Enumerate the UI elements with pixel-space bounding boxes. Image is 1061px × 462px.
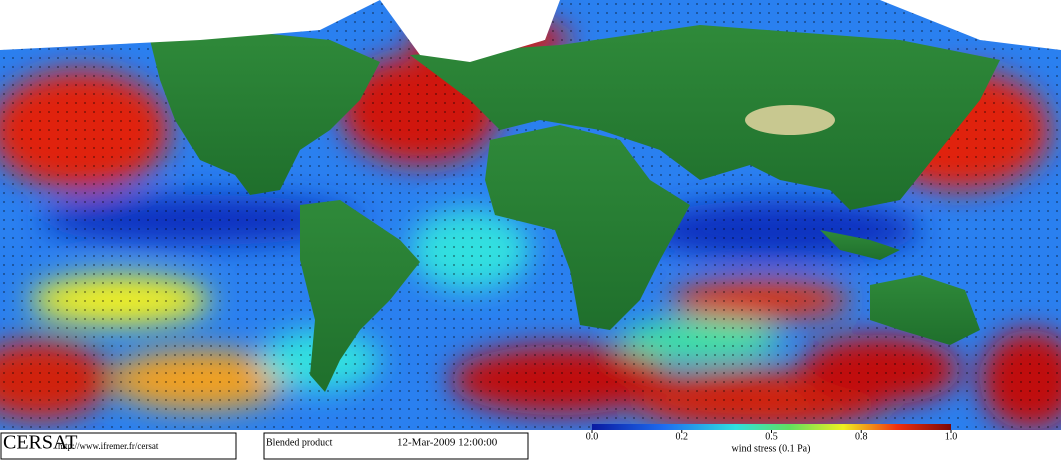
greenland — [380, 0, 560, 62]
north-america — [150, 30, 380, 195]
colorbar-label: wind stress (0.1 Pa) — [732, 443, 811, 454]
colorbar-tick-label: 0.2 — [676, 431, 689, 442]
product-name: Blended product — [266, 437, 333, 448]
indonesia — [820, 230, 900, 260]
africa — [485, 125, 690, 330]
eurasia — [410, 25, 1000, 210]
product-date: 12-Mar-2009 12:00:00 — [397, 437, 498, 449]
logo-box — [0, 432, 237, 460]
colorbar-tick-label: 1.0 — [945, 431, 958, 442]
logo: CERSAT — [3, 432, 77, 454]
colorbar — [592, 424, 951, 430]
logo-url: http://www.ifremer.fr/cersat — [58, 441, 159, 451]
arctic-ice — [0, 0, 380, 50]
arctic-ice — [880, 0, 1061, 50]
colorbar-tick-label: 0.5 — [765, 431, 778, 442]
colorbar-tick-label: 0.0 — [586, 431, 599, 442]
australia — [870, 275, 980, 345]
south-america — [300, 200, 420, 392]
continents — [150, 25, 1000, 392]
product-box — [263, 432, 529, 460]
tibet-plateau — [745, 105, 835, 135]
ice — [0, 0, 1061, 62]
colorbar-tick-label: 0.8 — [855, 431, 868, 442]
